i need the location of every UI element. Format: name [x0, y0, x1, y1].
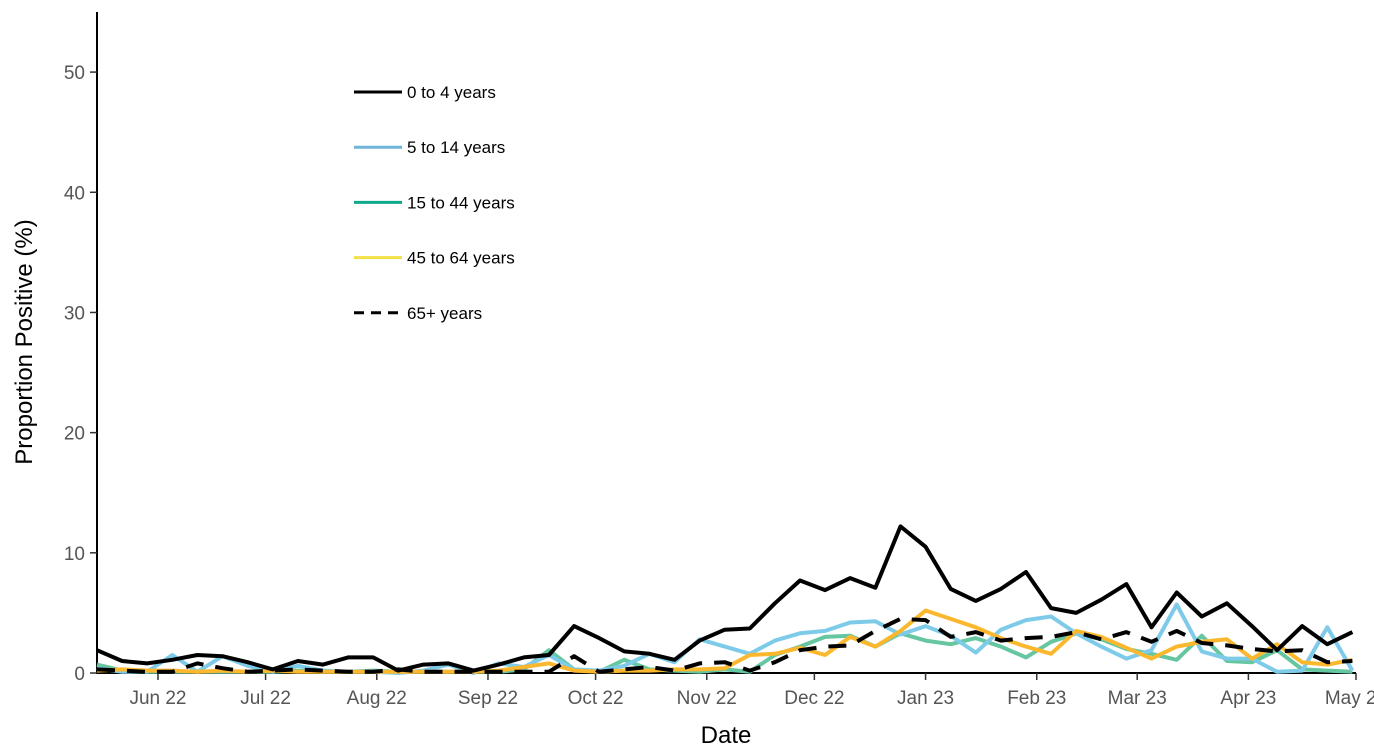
y-tick-label: 50 [64, 63, 85, 84]
y-tick-label: 0 [74, 664, 85, 685]
series-line-0-to-4-years [96, 524, 1354, 673]
x-ticks: Jun 22 Jul 22 Aug 22 Sep 22 Oct 22 Nov 22 Dec … [129, 673, 1374, 709]
series-line-65-years [96, 616, 1353, 674]
x-tick-label: Dec 22 [784, 688, 844, 709]
x-tick-label: May 23 [1325, 688, 1374, 709]
x-tick-label: Sep 22 [458, 688, 518, 709]
legend-label: 65+ years [407, 304, 482, 323]
y-axis-title: Proportion Positive (%) [11, 219, 38, 464]
legend: 0 to 4 years 5 to 14 years 15 to 44 years 4… [354, 83, 515, 323]
legend-label: 15 to 44 years [407, 193, 515, 212]
x-tick-label: Feb 23 [1007, 688, 1066, 709]
y-ticks: 0 10 20 30 40 50 [64, 63, 97, 685]
x-tick-label: Aug 22 [347, 688, 407, 709]
y-tick-label: 20 [64, 424, 85, 445]
x-tick-label: Jun 22 [129, 688, 186, 709]
x-tick-label: Oct 22 [568, 688, 624, 709]
y-tick-label: 10 [64, 544, 85, 565]
x-tick-label: Nov 22 [677, 688, 737, 709]
axes [96, 12, 1356, 674]
y-tick-label: 30 [64, 303, 85, 324]
series-layer [96, 524, 1355, 675]
legend-label: 5 to 14 years [407, 138, 505, 157]
x-tick-label: Mar 23 [1108, 688, 1167, 709]
y-tick-label: 40 [64, 183, 85, 204]
legend-label: 45 to 64 years [407, 249, 515, 268]
x-tick-label: Jan 23 [897, 688, 954, 709]
legend-label: 0 to 4 years [407, 83, 496, 102]
x-tick-label: Apr 23 [1220, 688, 1276, 709]
x-tick-label: Jul 22 [240, 688, 291, 709]
x-axis-title: Date [701, 722, 752, 747]
